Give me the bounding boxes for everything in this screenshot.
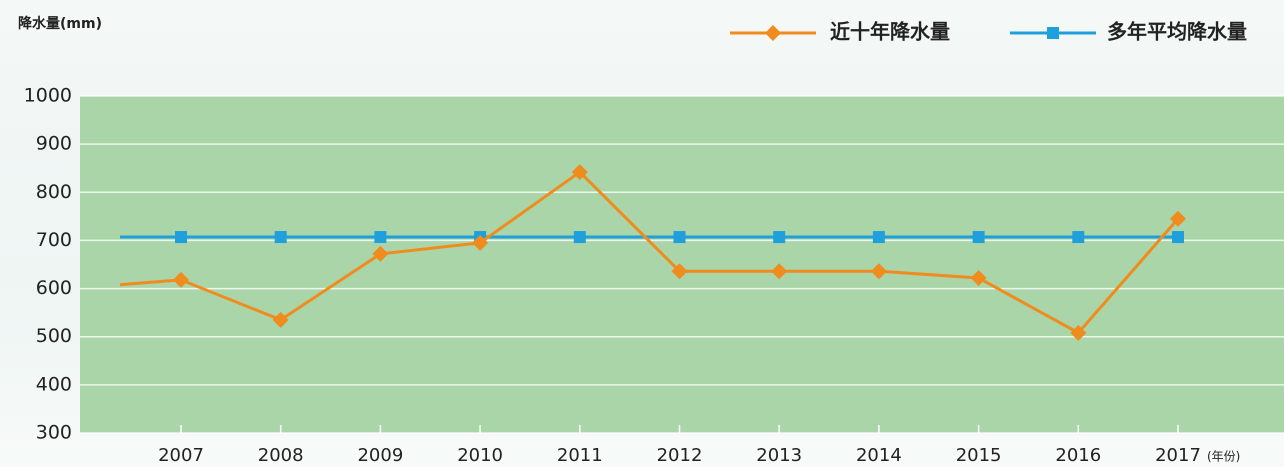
square-marker xyxy=(773,231,785,243)
square-marker xyxy=(1172,231,1184,243)
square-marker xyxy=(1072,231,1084,243)
square-marker xyxy=(374,231,386,243)
x-tick-label: 2007 xyxy=(158,445,204,466)
legend-marker xyxy=(765,25,781,41)
x-tick-label: 2009 xyxy=(357,445,403,466)
y-tick-label: 600 xyxy=(36,277,72,299)
chart: 降水量(mm) (年份) 300 400 500 600 700 800 900 1000 20… xyxy=(0,0,1284,467)
x-tick-label: 2014 xyxy=(856,445,902,466)
x-tick-label: 2013 xyxy=(756,445,802,466)
square-marker xyxy=(275,231,287,243)
x-tick-label: 2010 xyxy=(457,445,503,466)
square-marker xyxy=(574,231,586,243)
legend-marker xyxy=(1047,27,1059,39)
x-tick-label: 2017 xyxy=(1155,445,1201,466)
x-tick-label: 2011 xyxy=(557,445,603,466)
y-tick-label: 1000 xyxy=(24,85,72,107)
legend-label: 近十年降水量 xyxy=(830,20,950,44)
y-tick-label: 700 xyxy=(36,229,72,251)
x-tick-label: 2012 xyxy=(657,445,703,466)
y-axis-label: 降水量(mm) xyxy=(18,15,102,32)
square-marker xyxy=(873,231,885,243)
y-tick-label: 900 xyxy=(36,133,72,155)
plot-area xyxy=(80,96,1284,433)
x-tick-label: 2016 xyxy=(1055,445,1101,466)
legend-label: 多年平均降水量 xyxy=(1107,20,1247,44)
y-tick-label: 800 xyxy=(36,181,72,203)
x-axis-label: (年份) xyxy=(1207,450,1240,464)
y-tick-label: 300 xyxy=(36,422,72,444)
x-tick-label: 2008 xyxy=(258,445,304,466)
x-tick-label: 2015 xyxy=(956,445,1002,466)
square-marker xyxy=(674,231,686,243)
y-tick-label: 500 xyxy=(36,325,72,347)
square-marker xyxy=(973,231,985,243)
y-tick-label: 400 xyxy=(36,373,72,395)
square-marker xyxy=(175,231,187,243)
